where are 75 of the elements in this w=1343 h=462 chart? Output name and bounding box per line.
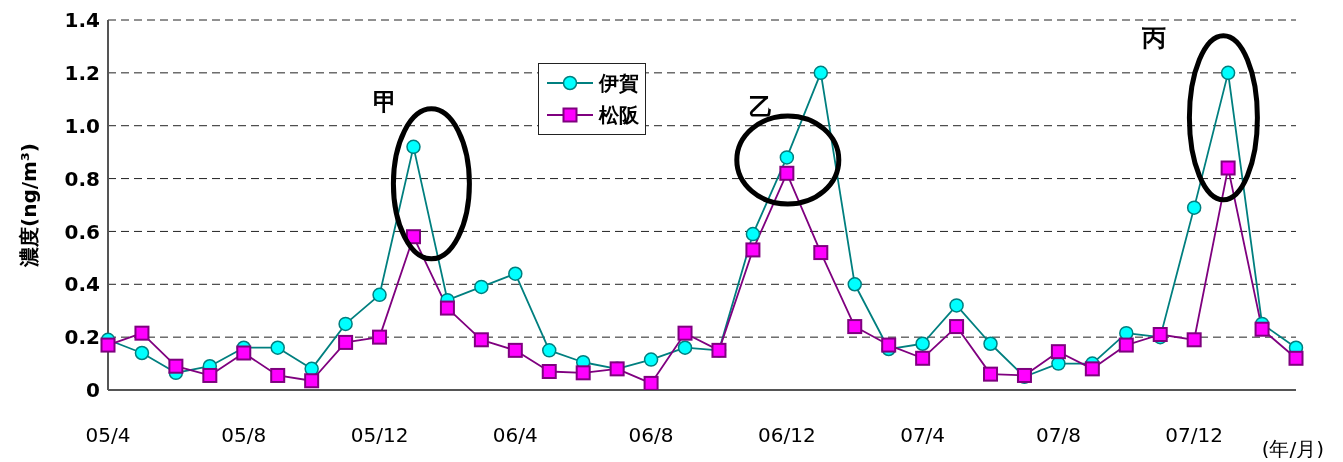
point <box>439 300 455 316</box>
point <box>1118 337 1134 353</box>
point <box>779 150 795 165</box>
point <box>1220 65 1236 81</box>
point <box>304 373 320 389</box>
legend-label: 伊賀 <box>599 69 639 97</box>
x-tick-label: 07/8 <box>1035 423 1081 448</box>
point <box>847 319 863 335</box>
point <box>134 345 150 361</box>
y-tick-label: 1.2 <box>64 60 100 85</box>
point <box>1254 321 1270 337</box>
y-tick-label: 0.8 <box>64 166 100 191</box>
point <box>134 325 150 341</box>
point <box>542 343 557 358</box>
point <box>270 340 285 355</box>
point <box>168 358 184 374</box>
point <box>1220 160 1236 176</box>
x-axis-title: (年/月) <box>1261 437 1324 461</box>
y-tick-label: 0.2 <box>64 325 100 350</box>
point <box>100 337 116 353</box>
y-tick-label: 0.4 <box>64 272 100 297</box>
point <box>338 316 353 332</box>
legend-label: 松阪 <box>599 101 639 129</box>
point <box>949 298 964 313</box>
point <box>541 364 557 379</box>
point <box>236 345 252 361</box>
point <box>406 139 421 155</box>
point <box>270 367 286 383</box>
point <box>1288 350 1304 366</box>
point <box>405 229 421 245</box>
point <box>677 340 693 355</box>
point <box>677 325 693 341</box>
y-axis-title: 濃度(ng/m³) <box>17 143 41 268</box>
point <box>915 350 931 366</box>
point <box>1186 332 1202 348</box>
x-tick-label: 06/4 <box>492 423 538 448</box>
point <box>745 226 761 242</box>
annotation: 丙 <box>1141 24 1167 53</box>
point <box>1084 361 1100 377</box>
point <box>813 65 829 81</box>
y-tick-label: 0 <box>86 378 100 403</box>
point <box>202 367 218 383</box>
x-tick-label: 07/12 <box>1165 423 1223 448</box>
point <box>983 366 999 382</box>
point <box>372 329 388 345</box>
point <box>474 279 489 295</box>
x-tick-label: 07/4 <box>900 423 946 448</box>
y-tick-label: 1.4 <box>64 8 100 33</box>
point <box>983 336 998 351</box>
point <box>915 336 930 351</box>
point <box>813 245 829 261</box>
point <box>338 334 354 350</box>
point <box>745 242 761 258</box>
point <box>372 287 387 303</box>
point <box>1050 344 1066 360</box>
point <box>643 375 659 390</box>
y-tick-label: 1.0 <box>64 113 100 138</box>
x-tick-label: 05/4 <box>85 423 131 448</box>
point <box>1186 200 1202 215</box>
point <box>881 337 897 353</box>
x-tick-label: 06/12 <box>758 423 816 448</box>
point <box>507 342 523 358</box>
annotation: 甲 <box>373 87 398 116</box>
point <box>575 365 591 381</box>
point <box>643 352 659 367</box>
point <box>949 319 965 335</box>
point <box>847 277 862 292</box>
annotation: 乙 <box>749 93 774 122</box>
x-tick-label: 05/8 <box>221 423 267 448</box>
point <box>508 266 523 281</box>
point <box>779 165 795 181</box>
x-tick-label: 06/8 <box>628 423 674 448</box>
point <box>473 332 489 348</box>
x-tick-label: 05/12 <box>350 423 409 448</box>
y-tick-label: 0.6 <box>64 219 100 244</box>
